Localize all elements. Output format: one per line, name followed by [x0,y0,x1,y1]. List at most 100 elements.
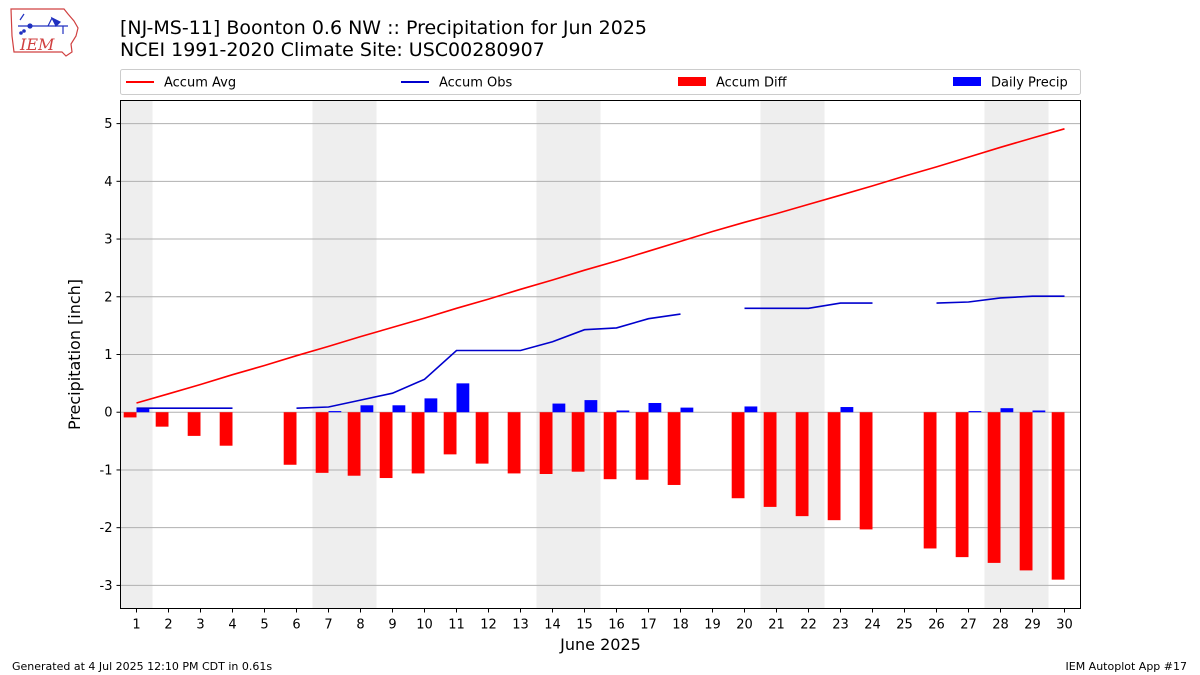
legend-item: Accum Avg [126,76,236,91]
accum-diff-bar [379,412,393,479]
y-tick-label: 3 [104,233,112,248]
daily-precip-bar [392,405,406,413]
accum-diff-bar [859,412,873,530]
daily-precip-bar [584,400,598,413]
y-tick-label: 2 [104,290,112,305]
x-tick-label: 10 [416,618,433,633]
y-tick-label: -2 [100,521,113,536]
accum-diff-bar [155,412,169,427]
x-tick-label: 12 [480,618,497,633]
accum-diff-bar [763,412,777,507]
y-tick-label: 4 [104,175,112,190]
accum-diff-bar [731,412,745,499]
x-tick-label: 27 [960,618,977,633]
x-tick-label: 1 [132,618,140,633]
accum-diff-bar [955,412,969,558]
accum-diff-bar [315,412,329,473]
accum-avg-line [136,128,1065,404]
x-tick-label: 6 [292,618,300,633]
accum-diff-bar [667,412,681,485]
plot-frame [120,100,1081,609]
accum-diff-bar [1051,412,1065,580]
accum-diff-bar [219,412,233,446]
y-tick-label: -3 [100,579,113,594]
x-tick-label: 24 [864,618,881,633]
y-tick-label: 5 [104,117,112,132]
iowa-state-map-icon [10,8,79,57]
accum-diff-bar [411,412,425,474]
daily-precip-bar [552,403,566,413]
x-tick-label: 25 [896,618,913,633]
accum-diff-bar [475,412,489,464]
x-tick-label: 4 [228,618,236,633]
legend-label: Accum Avg [164,76,236,91]
legend-frame [120,69,1081,95]
x-tick-label: 8 [356,618,364,633]
x-tick-label: 2 [164,618,172,633]
x-tick-label: 21 [768,618,785,633]
logo-text: IEM [19,35,55,54]
accum-diff-bar [347,412,361,476]
y-axis-label: Precipitation [inch] [65,279,84,430]
legend: Accum Avg Accum Obs Accum Diff Daily Precip [120,69,1081,95]
accum-diff-bar [123,412,137,418]
autoplot-app-label: IEM Autoplot App #17 [1065,660,1188,673]
chart-subtitle: NCEI 1991-2020 Climate Site: USC00280907 [120,39,545,61]
legend-bar-swatch [953,77,981,86]
accum-diff-bar [987,412,1001,563]
legend-label: Accum Obs [439,76,512,91]
accum-diff-bar [187,412,201,436]
x-axis-label: June 2025 [559,635,641,654]
accum-obs-line [296,313,681,409]
accum-diff-bar [635,412,649,480]
accum-diff-bar [603,412,617,480]
y-tick-label: 1 [104,348,112,363]
legend-bar-swatch [678,77,706,86]
daily-precip-bar [648,402,662,413]
accum-diff-bar [283,412,297,465]
daily-precip-bar [680,407,694,413]
legend-item: Daily Precip [953,76,1068,91]
x-tick-label: 28 [992,618,1009,633]
x-tick-label: 11 [448,618,465,633]
daily-precip-bar [328,411,342,413]
daily-precip-bar [424,398,438,413]
weather-station-icon [18,13,68,35]
daily-precip-bar [1032,410,1046,413]
x-tick-label: 9 [388,618,396,633]
legend-item: Accum Obs [401,76,512,91]
accum-diff-bar [923,412,937,549]
daily-precip-bar [840,407,854,413]
x-tick-label: 19 [704,618,721,633]
x-tick-label: 22 [800,618,817,633]
y-tick-label: 0 [104,406,112,421]
x-tick-label: 17 [640,618,657,633]
accum-diff-bar [507,412,521,474]
chart-title: [NJ-MS-11] Boonton 0.6 NW :: Precipitati… [120,17,648,39]
generated-timestamp: Generated at 4 Jul 2025 12:10 PM CDT in … [12,660,273,673]
x-tick-label: 30 [1056,618,1073,633]
daily-precip-bar [616,410,630,413]
accum-diff-bar [827,412,841,521]
daily-precip-bar [744,406,758,413]
x-tick-label: 20 [736,618,753,633]
y-tick-label: -1 [100,463,113,478]
accum-obs-line [744,302,873,310]
daily-precip-bar [360,405,374,413]
iem-logo: IEM [10,8,79,57]
accum-diff-bar [539,412,553,474]
x-tick-label: 26 [928,618,945,633]
x-tick-label: 3 [196,618,204,633]
accum-obs-line [936,295,1065,304]
legend-label: Daily Precip [991,76,1068,91]
x-tick-label: 16 [608,618,625,633]
daily-precip-bar [968,411,982,413]
daily-precip-bar [136,408,150,413]
legend-item: Accum Diff [678,76,788,91]
x-tick-label: 14 [544,618,561,633]
accum-diff-bar [571,412,585,472]
accum-diff-bar [795,412,809,517]
x-tick-label: 29 [1024,618,1041,633]
daily-precip-bar [456,383,470,413]
